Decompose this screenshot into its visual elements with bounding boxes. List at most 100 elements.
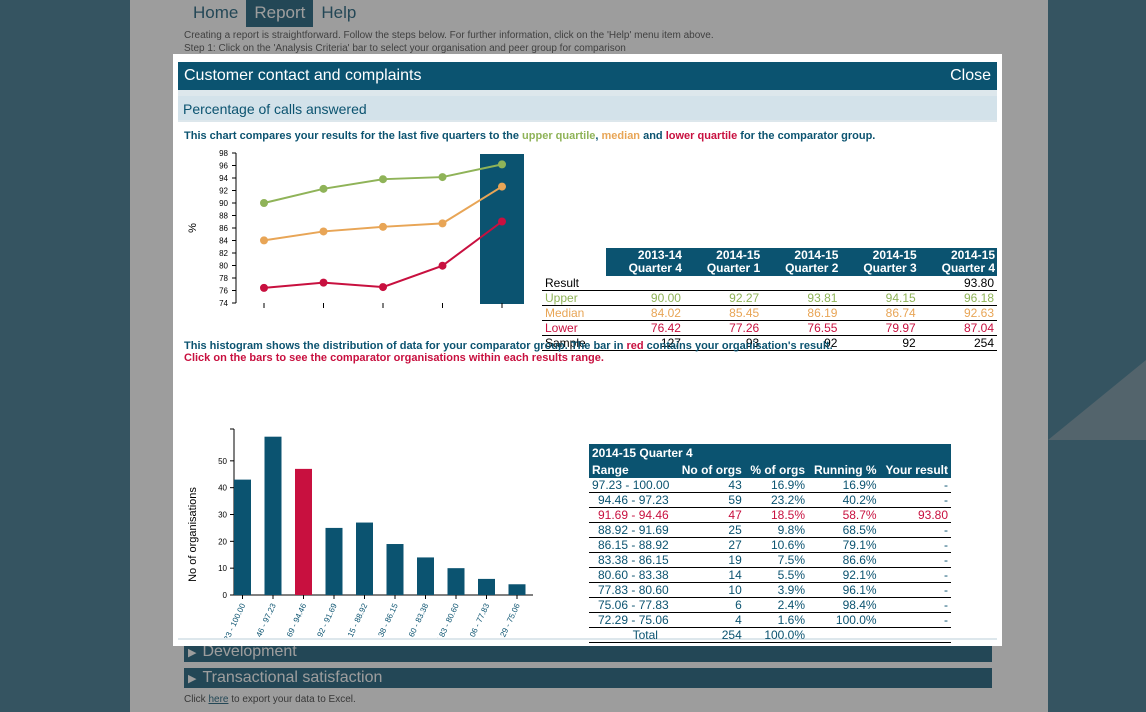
table-cell: 25 (675, 522, 745, 538)
histogram-bar[interactable] (234, 479, 251, 595)
y-tick-label: 40 (218, 484, 227, 493)
histogram-bar[interactable] (417, 557, 434, 595)
table-cell: 10.6% (744, 537, 809, 553)
histogram-bar[interactable] (508, 584, 526, 595)
table-row: 86.15 - 88.92 27 10.6% 79.1% - (589, 537, 951, 553)
y-tick-label: 92 (219, 187, 228, 196)
y-tick-label: 98 (219, 149, 228, 158)
histogram-bar[interactable] (356, 522, 373, 595)
table-cell: 94.15 (840, 290, 919, 306)
table-row: Result 93.80 (542, 276, 997, 291)
lower-point (379, 283, 387, 292)
table-cell: 43 (675, 478, 745, 493)
table-header-row: Range No of orgs% of orgs Running % Your re… (589, 462, 951, 478)
table-cell: 88.92 - 91.69 (589, 522, 676, 538)
histogram-bar[interactable] (386, 544, 404, 595)
table-cell: 87.04 (918, 320, 997, 336)
histogram-bar[interactable] (264, 436, 282, 595)
table-cell: - (879, 492, 951, 508)
desc1-and: and (640, 130, 666, 142)
y-tick-label: 20 (218, 537, 227, 546)
line-chart-description: This chart compares your results for the… (184, 130, 875, 142)
x-tick-label: 75.06 - 77.83 (463, 602, 491, 638)
table-cell: 76.42 (605, 320, 684, 336)
subheader-title: Percentage of calls answered (183, 101, 367, 117)
upper-point (498, 160, 506, 169)
column-header: 2013-14 Quarter 4 (605, 248, 684, 276)
x-tick-label: 77.83 - 80.60 (433, 602, 461, 638)
y-axis-label: No of organisations (187, 487, 199, 582)
table-row: 80.60 - 83.38 14 5.5% 92.1% - (589, 567, 951, 583)
x-tick-label: 97.23 - 100.00 (217, 602, 247, 638)
table-cell: 92 (762, 335, 841, 351)
table-cell: 14 (675, 567, 745, 583)
column-header: Your result (879, 462, 951, 478)
table-cell: 10 (675, 582, 745, 598)
close-button[interactable]: Close (950, 67, 991, 84)
desc2-red: red (626, 340, 644, 352)
upper-point (379, 175, 387, 184)
table-cell: Lower (542, 320, 606, 336)
table-cell: 93.80 (918, 276, 997, 291)
table-row: 91.69 - 94.46 47 18.5% 58.7% 93.80 (589, 507, 951, 523)
histogram-bar[interactable] (295, 468, 312, 595)
table-row: Median 84.02 85.45 86.19 86.74 92.63 (542, 305, 997, 321)
upper-point (438, 173, 447, 182)
table-row: 72.29 - 75.06 4 1.6% 100.0% - (589, 612, 951, 628)
table-row: Sample 127 93 92 92 254 (542, 335, 997, 351)
median-point (260, 236, 268, 245)
table-cell: 80.60 - 83.38 (589, 567, 676, 583)
quarterly-results-table: 2013-14 Quarter 4 2014-15 Quarter 1 2014-15 Q… (542, 248, 997, 351)
histogram-bar[interactable] (447, 568, 465, 595)
table-cell: - (879, 612, 951, 628)
table-cell: 40.2% (808, 492, 880, 508)
table-cell: Upper (542, 290, 606, 306)
table-cell: 19 (675, 552, 745, 568)
table-cell: 1.6% (744, 612, 809, 628)
desc1-upper: upper quartile (522, 130, 596, 142)
table-row: Upper 90.00 92.27 93.81 94.15 96.18 (542, 290, 997, 306)
table-cell: - (879, 597, 951, 613)
table-cell: 91.69 - 94.46 (589, 507, 676, 523)
histogram-bar[interactable] (478, 578, 495, 595)
table-cell: 100.0% (744, 627, 809, 643)
histogram-bar[interactable] (325, 527, 343, 595)
table-cell: 93.81 (762, 290, 841, 306)
table-row: Lower 76.42 77.26 76.55 79.97 87.04 (542, 320, 997, 336)
table-cell: 86.15 - 88.92 (589, 537, 676, 553)
table-cell: 97.23 - 100.00 (589, 478, 676, 493)
y-tick-label: 88 (219, 212, 228, 221)
x-tick-label: 83.38 - 86.15 (372, 602, 400, 638)
y-tick-label: 84 (219, 237, 228, 246)
lower-point (260, 283, 268, 292)
table-cell: - (879, 582, 951, 598)
y-tick-label: 78 (219, 274, 228, 283)
highlight-column (480, 154, 524, 304)
table-cell (879, 627, 951, 643)
table-cell: - (879, 552, 951, 568)
lower-quartile-line (263, 220, 503, 289)
table-cell: 68.5% (808, 522, 880, 538)
table-cell (683, 276, 763, 291)
x-tick-label: 88.92 - 91.69 (311, 602, 339, 638)
table-cell: 79.1% (808, 537, 880, 553)
table-row: 97.23 - 100.00 43 16.9% 16.9% - (589, 478, 951, 493)
modal-inner: Customer contact and complaints Close Pe… (178, 62, 997, 643)
table-cell: 5.5% (744, 567, 809, 583)
histogram-chart: 0 10 20 30 40 50 No of organisations 97.23 - 10… (187, 428, 533, 638)
x-tick-label: 91.69 - 94.46 (280, 602, 308, 638)
table-body: 97.23 - 100.00 43 16.9% 16.9% -94.46 - 97.23… (589, 478, 951, 643)
table-cell (605, 276, 684, 291)
table-cell: 77.26 (683, 320, 763, 336)
y-tick-label: 96 (219, 162, 228, 171)
table-cell: 92.1% (808, 567, 880, 583)
lower-point (438, 261, 447, 270)
y-tick-label: 76 (219, 287, 228, 296)
y-tick-label: 30 (218, 511, 227, 520)
table-cell: 4 (675, 612, 745, 628)
table-cell: - (879, 522, 951, 538)
y-tick-label: 74 (219, 299, 228, 308)
x-tick-label: 72.29 - 75.06 (494, 602, 522, 638)
table-cell: 98.4% (808, 597, 880, 613)
table-cell: 86.19 (762, 305, 841, 321)
